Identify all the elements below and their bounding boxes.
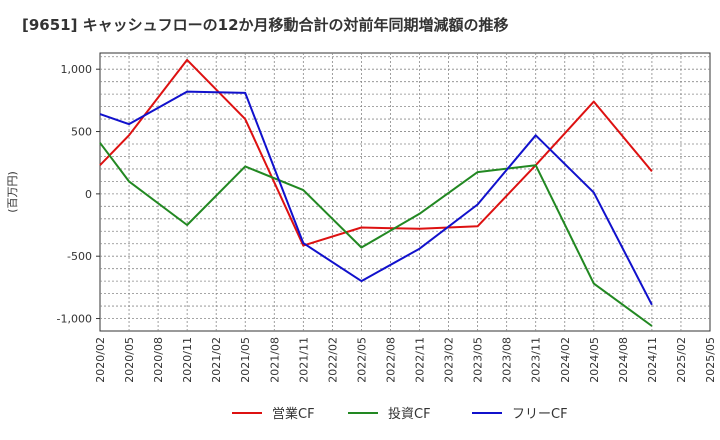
- plot-area: [99, 52, 711, 332]
- series-line-2: [99, 90, 653, 306]
- x-tick-label: 2022/05: [355, 337, 368, 383]
- x-tick-label: 2024/05: [588, 337, 601, 383]
- y-axis-label: (百万円): [6, 171, 19, 213]
- x-tick-label: 2021/08: [268, 337, 281, 383]
- x-tick-label: 2022/08: [384, 337, 397, 383]
- legend-label-2: フリーCF: [512, 407, 568, 422]
- x-tick-label: 2022/02: [326, 337, 339, 383]
- x-tick-label: 2023/02: [443, 337, 456, 383]
- legend-label-0: 営業CF: [272, 406, 315, 422]
- series-line-1: [99, 142, 653, 327]
- legend-label-1: 投資CF: [388, 406, 431, 422]
- series-line-0: [99, 58, 653, 247]
- x-tick-label: 2025/02: [675, 337, 688, 383]
- x-tick-label: 2020/08: [152, 337, 165, 383]
- x-tick-label: 2021/02: [210, 337, 223, 383]
- x-tick-label: 2024/08: [617, 337, 630, 383]
- x-tick-label: 2025/05: [704, 337, 717, 383]
- x-tick-label: 2020/02: [94, 337, 107, 383]
- y-tick-label: -500: [67, 250, 92, 263]
- y-tick-label: 1,000: [61, 63, 93, 76]
- x-tick-label: 2023/05: [472, 337, 485, 383]
- x-tick-label: 2024/11: [646, 337, 659, 383]
- chart-title: [9651] キャッシュフローの12か月移動合計の対前年同期増減額の推移: [22, 16, 509, 34]
- y-tick-label: 0: [85, 188, 92, 201]
- x-tick-label: 2020/11: [181, 337, 194, 383]
- x-tick-label: 2021/05: [239, 337, 252, 383]
- x-tick-label: 2023/11: [530, 337, 543, 383]
- x-tick-label: 2022/11: [414, 337, 427, 383]
- x-tick-label: 2024/02: [559, 337, 572, 383]
- x-tick-label: 2023/08: [501, 337, 514, 383]
- y-tick-label: 500: [71, 126, 92, 139]
- y-tick-label: -1,000: [57, 313, 92, 326]
- x-tick-label: 2021/11: [297, 337, 310, 383]
- x-tick-label: 2020/05: [123, 337, 136, 383]
